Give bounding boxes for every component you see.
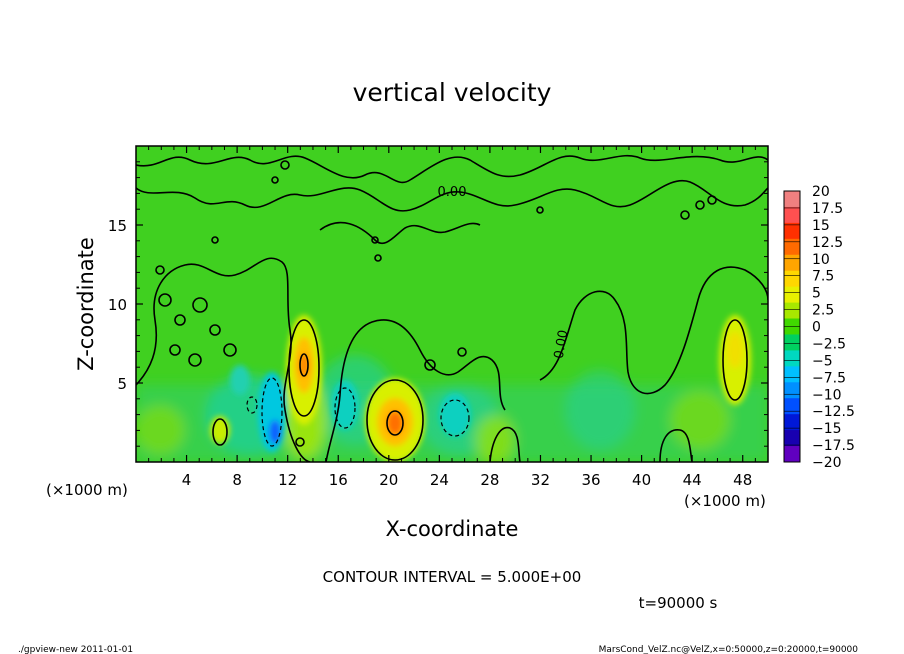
colorbar-label: 10 — [812, 252, 830, 268]
x-tick-label: 44 — [683, 471, 702, 489]
colorbar-swatch — [784, 398, 800, 415]
contour-lines — [136, 154, 768, 462]
x-tick-label: 36 — [581, 471, 600, 489]
colorbar-swatch — [784, 302, 800, 320]
colorbar-swatch — [784, 191, 800, 208]
colorbar-swatch — [784, 350, 800, 367]
colorbar-label: 2.5 — [812, 303, 834, 319]
colorbar-swatch — [784, 238, 800, 256]
colorbar-swatch — [784, 414, 800, 431]
colorbar-label: −7.5 — [812, 370, 846, 386]
y-tick-label: 15 — [108, 217, 127, 235]
colorbar-swatch — [784, 270, 800, 288]
colorbar-swatch — [784, 382, 800, 399]
colorbar-swatch — [784, 222, 800, 240]
contour-interval-text: CONTOUR INTERVAL = 5.000E+00 — [323, 568, 582, 586]
colorbar-label: −20 — [812, 455, 842, 471]
colorbar-label: −15 — [812, 421, 842, 437]
x-axis: 4 8 12 16 20 24 28 32 36 40 44 48 — [148, 146, 756, 489]
colorbar-label: 20 — [812, 184, 830, 200]
colorbar-label: 17.5 — [812, 201, 843, 217]
chart-title: vertical velocity — [353, 78, 552, 107]
colorbar-label: 7.5 — [812, 269, 834, 285]
colorbar-swatch — [784, 446, 800, 463]
x-tick-label: 20 — [379, 471, 398, 489]
footer-left: ./gpview-new 2011-01-01 — [18, 645, 133, 654]
footer-right: MarsCond_VelZ.nc@VelZ,x=0:50000,z=0:2000… — [599, 645, 859, 654]
colorbar-label: 0 — [812, 320, 821, 336]
colorbar-label: −12.5 — [812, 404, 855, 420]
x-tick-label: 28 — [480, 471, 499, 489]
colorbar-swatch — [784, 366, 800, 383]
plot-area: 0.00 0.00 — [136, 146, 768, 462]
colorbar-swatch — [784, 430, 800, 447]
y-tick-label: 5 — [117, 375, 127, 393]
contour-label: 0.00 — [552, 329, 572, 360]
x-tick-label: 40 — [632, 471, 651, 489]
colorbar-swatch — [784, 286, 800, 304]
y-tick-label: 10 — [108, 296, 127, 314]
x-tick-label: 32 — [531, 471, 550, 489]
colorbar-swatch — [784, 206, 800, 224]
time-text: t=90000 s — [639, 594, 718, 612]
colorbar-label: 12.5 — [812, 235, 843, 251]
colorbar-label: −5 — [812, 353, 833, 369]
colorbar-swatch — [784, 334, 800, 351]
negative-contours — [246, 377, 470, 447]
colorbar: 2017.51512.5107.552.50−2.5−5−7.5−10−12.5… — [783, 184, 855, 471]
colorbar-label: −17.5 — [812, 438, 855, 454]
x-axis-label: X-coordinate — [386, 517, 519, 541]
x-tick-label: 16 — [329, 471, 348, 489]
colorbar-swatch — [784, 254, 800, 272]
colorbar-label: 15 — [812, 218, 830, 234]
x-tick-label: 24 — [430, 471, 449, 489]
colorbar-label: −2.5 — [812, 336, 846, 352]
colorbar-label: 5 — [812, 286, 821, 302]
y-axis: 5 10 15 — [108, 161, 768, 447]
x-unit-right: (×1000 m) — [684, 492, 766, 510]
x-tick-label: 48 — [733, 471, 752, 489]
y-axis-label: Z-coordinate — [74, 237, 98, 371]
contour-label: 0.00 — [438, 185, 467, 200]
x-unit-left: (×1000 m) — [46, 481, 128, 499]
colorbar-label: −10 — [812, 387, 842, 403]
x-tick-label: 8 — [232, 471, 242, 489]
x-tick-label: 4 — [182, 471, 192, 489]
x-tick-label: 12 — [278, 471, 297, 489]
